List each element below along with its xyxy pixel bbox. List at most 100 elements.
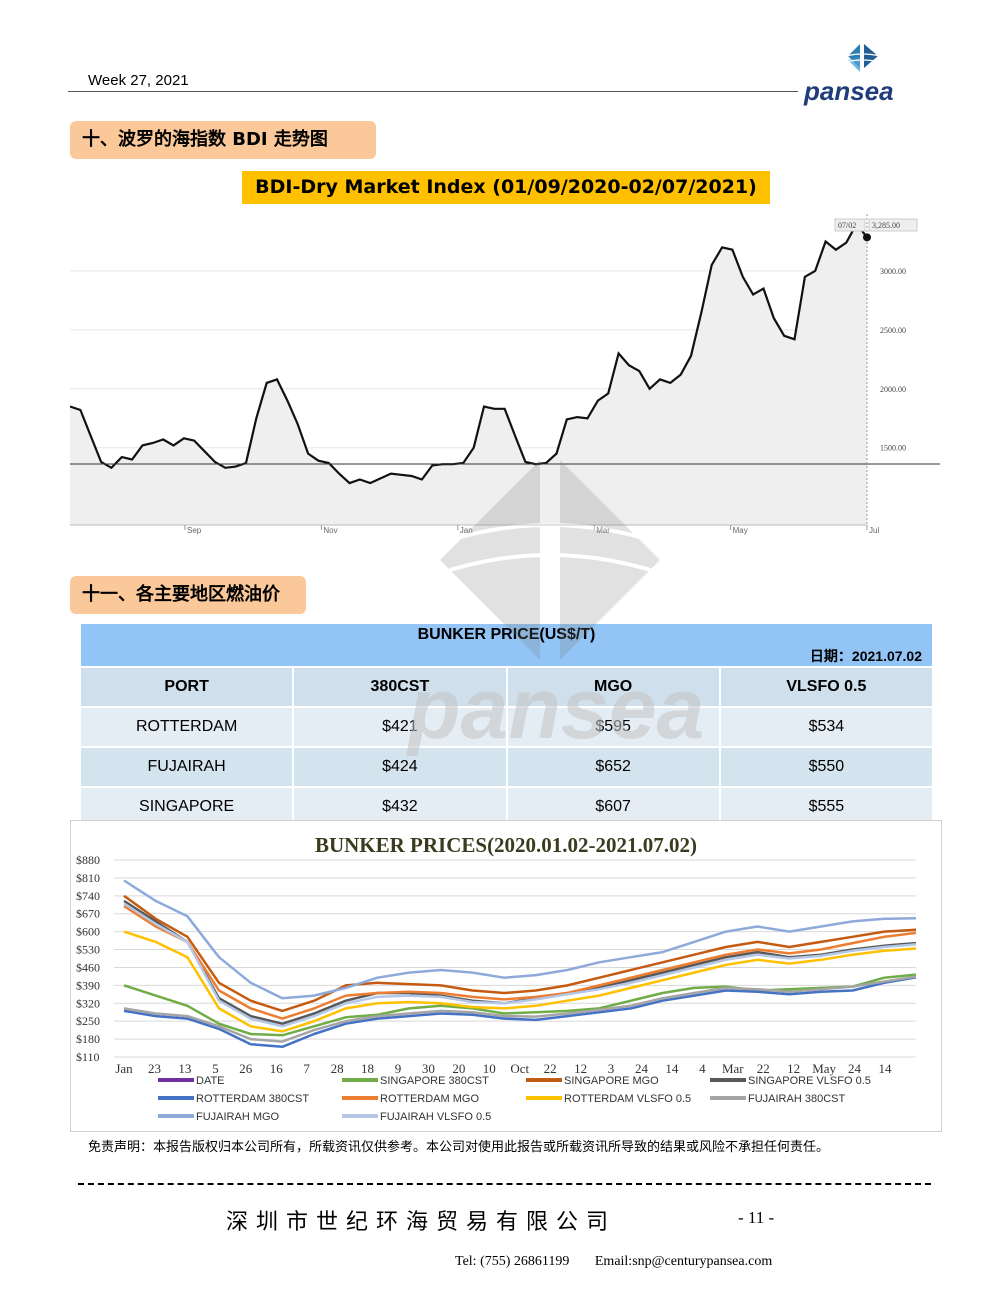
contact-info: Tel: (755) 26861199 Email:snp@centurypan… — [455, 1254, 794, 1270]
disclaimer: 免责声明：本报告版权归本公司所有，所载资讯仅供参考。本公司对使用此报告或所载资讯… — [88, 1140, 830, 1155]
bunker-x-tick-label: 28 — [331, 1061, 344, 1076]
bunker-series-line — [123, 973, 917, 1037]
bdi-area-fill — [70, 223, 867, 526]
bunker-y-tick-label: $250 — [76, 1014, 100, 1028]
bunker-series-line — [123, 975, 917, 1043]
bunker-x-tick-label: 10 — [483, 1061, 496, 1076]
bdi-tooltip-value-box — [868, 218, 918, 232]
pansea-logo: pansea — [803, 44, 894, 106]
bunker-x-tick-label: 9 — [395, 1061, 402, 1076]
page-number: - 11 - — [738, 1208, 775, 1227]
table-cell-380cst: $424 — [292, 746, 508, 788]
table-cell-port: ROTTERDAM — [78, 706, 295, 748]
bdi-x-tick-label: Mar — [596, 526, 610, 535]
bunker-legend-label: ROTTERDAM 380CST — [196, 1093, 309, 1105]
bunker-x-tick-label: 5 — [212, 1061, 219, 1076]
bunker-y-tick-label: $670 — [76, 907, 100, 921]
bunker-y-tick-labels: $880 $810 $740 $670 $600 $530 $460 $390 $320 $250… — [76, 853, 100, 1064]
bunker-x-tick-label: May — [812, 1061, 836, 1076]
bunker-y-tick-label: $880 — [76, 853, 100, 867]
report-week: Week 27, 2021 — [88, 72, 189, 89]
bunker-x-tick-label: 12 — [574, 1061, 587, 1076]
bunker-x-tick-label: 4 — [699, 1061, 706, 1076]
bunker-x-tick-label: 26 — [239, 1061, 253, 1076]
bunker-legend-label: SINGAPORE VLSFO 0.5 — [748, 1075, 871, 1087]
bunker-series-line — [123, 930, 917, 1033]
bunker-x-tick-label: 16 — [270, 1061, 284, 1076]
table-cell-380cst: $421 — [292, 706, 508, 748]
table-cell-mgo: $652 — [505, 746, 721, 788]
bunker-y-tick-label: $390 — [76, 978, 100, 992]
bunker-x-tick-label: 12 — [787, 1061, 800, 1076]
bunker-prices-chart: BUNKER PRICES(2020.01.02-2021.07.02) $88… — [70, 820, 942, 1132]
bunker-chart-title: BUNKER PRICES(2020.01.02-2021.07.02) — [315, 833, 697, 857]
table-row: ROTTERDAM $421 $595 $534 — [78, 706, 935, 748]
bdi-chart: 07/02 3,285.00 1500.00 2000.00 2500.00 3000… — [70, 214, 940, 535]
bdi-chart-title: BDI-Dry Market Index (01/09/2020-02/07/2… — [242, 171, 770, 204]
bdi-tooltip-date: 07/02 — [838, 221, 856, 230]
footer-divider — [78, 1183, 931, 1185]
bdi-x-tick-label: Jul — [869, 526, 879, 535]
column-header-mgo: MGO — [505, 666, 721, 708]
bunker-x-tick-label: 13 — [178, 1061, 191, 1076]
table-row: FUJAIRAH $424 $652 $550 — [78, 746, 935, 788]
bdi-x-tick-label: Jan — [460, 526, 473, 535]
bunker-legend-label: FUJAIRAH MGO — [196, 1111, 280, 1123]
bdi-tooltip-date-box — [834, 218, 866, 232]
header-divider — [68, 91, 798, 92]
bunker-y-tick-label: $740 — [76, 889, 100, 903]
bunker-x-tick-label: 22 — [757, 1061, 770, 1076]
logo-text: pansea — [803, 76, 894, 106]
company-name: 深圳市世纪环海贸易有限公司 — [226, 1210, 617, 1235]
bunker-y-tick-label: $180 — [76, 1032, 100, 1046]
bunker-legend-label: SINGAPORE MGO — [564, 1075, 659, 1087]
bunker-x-tick-label: 20 — [452, 1061, 465, 1076]
table-cell-mgo: $595 — [505, 706, 721, 748]
bunker-series-line — [123, 905, 917, 1020]
bunker-y-tick-label: $110 — [76, 1050, 100, 1064]
table-cell-vlsfo: $550 — [718, 746, 935, 788]
column-header-vlsfo: VLSFO 0.5 — [718, 666, 935, 708]
bunker-legend: DATE SINGAPORE 380CST SINGAPORE MGO SINGAPO… — [158, 1075, 871, 1123]
bunker-series-line — [123, 902, 917, 1028]
table-title-cell: BUNKER PRICE(US$/T) 日期：2021.07.02 — [79, 622, 934, 668]
table-date: 日期：2021.07.02 — [809, 648, 922, 664]
bunker-x-tick-label: 23 — [148, 1061, 161, 1076]
bunker-legend-label: FUJAIRAH VLSFO 0.5 — [380, 1111, 491, 1123]
bunker-y-tick-label: $320 — [76, 996, 100, 1010]
bunker-series-line — [123, 879, 917, 1000]
bunker-y-tick-label: $530 — [76, 943, 100, 957]
bunker-series-lines — [123, 879, 917, 1049]
bunker-x-tick-label: 24 — [848, 1061, 862, 1076]
bunker-legend-label: DATE — [196, 1075, 225, 1087]
bdi-x-tick-labels: Sep Nov Jan Mar May Jul — [184, 525, 879, 535]
bunker-x-tick-label: 18 — [361, 1061, 374, 1076]
contact-email: Email:snp@centurypansea.com — [594, 1254, 773, 1269]
bdi-y-tick-label: 2500.00 — [880, 326, 906, 335]
bunker-legend-label: FUJAIRAH 380CST — [748, 1093, 845, 1105]
bdi-y-tick-labels: 1500.00 2000.00 2500.00 3000.00 — [880, 267, 906, 453]
table-cell-vlsfo: $534 — [718, 706, 935, 748]
table-title: BUNKER PRICE(US$/T) — [417, 626, 596, 643]
bunker-x-tick-label: Jan — [115, 1061, 133, 1076]
bunker-series-line — [123, 894, 917, 1013]
bdi-x-tick-label: May — [733, 526, 748, 535]
column-header-380cst: 380CST — [292, 666, 508, 708]
bdi-y-tick-label: 1500.00 — [880, 444, 906, 453]
bunker-x-tick-label: 14 — [665, 1061, 679, 1076]
bunker-price-table: BUNKER PRICE(US$/T) 日期：2021.07.02 PORT 3… — [78, 622, 935, 828]
bunker-x-tick-labels: Jan 23 13 5 26 16 7 28 18 9 30 20 10 Oct 22 12 3 24 14 4 Mar… — [115, 1061, 892, 1076]
bdi-x-tick-label: Sep — [187, 526, 202, 535]
bunker-x-tick-label: 24 — [635, 1061, 649, 1076]
bdi-y-tick-label: 2000.00 — [880, 385, 906, 394]
bdi-tooltip-value: 3,285.00 — [872, 221, 900, 230]
bdi-last-point — [863, 233, 871, 242]
bunker-x-tick-label: Mar — [722, 1061, 744, 1076]
bunker-x-tick-label: 14 — [879, 1061, 893, 1076]
column-header-port: PORT — [78, 666, 295, 708]
bdi-x-tick-label: Nov — [323, 526, 337, 535]
table-title-row: BUNKER PRICE(US$/T) 日期：2021.07.02 — [79, 622, 934, 668]
contact-tel: Tel: (755) 26861199 — [455, 1254, 570, 1269]
bdi-y-tick-label: 3000.00 — [880, 267, 906, 276]
bunker-legend-label: ROTTERDAM VLSFO 0.5 — [564, 1093, 691, 1105]
